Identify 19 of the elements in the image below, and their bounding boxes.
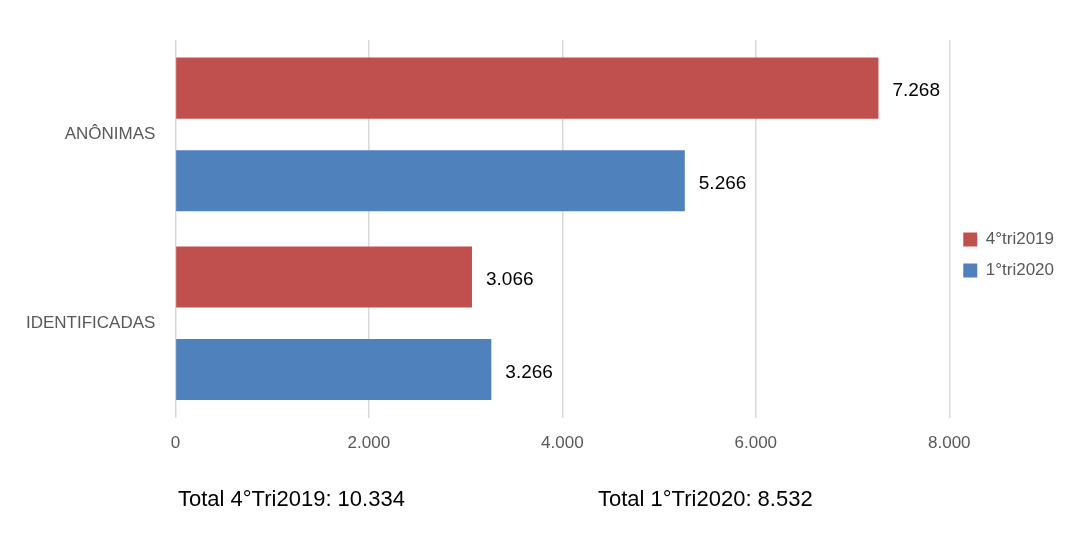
x-tick-label: 2.000 (347, 433, 391, 453)
data-label: 3.266 (505, 360, 553, 382)
x-tick-label: 6.000 (734, 433, 778, 453)
x-tick-label: 0 (170, 433, 181, 453)
x-tick-label: 8.000 (927, 433, 971, 453)
bar (176, 150, 685, 212)
text: Total 1°Tri2020: 8.532 (598, 486, 813, 512)
text: Total 4°Tri2019: 10.334 (178, 486, 405, 512)
y-tick-label: IDENTIFICADAS (25, 312, 156, 332)
legend-label: 1°tri2020 (985, 260, 1054, 280)
bar (176, 338, 492, 400)
data-label: 7.268 (892, 79, 941, 101)
legend-label: 4°tri2019 (985, 229, 1054, 249)
y-tick-label: ANÔNIMAS (64, 124, 156, 144)
data-label: 3.066 (485, 268, 534, 290)
x-tick-label: 4.000 (541, 433, 584, 453)
bar (176, 246, 472, 308)
bar (176, 57, 879, 119)
data-label: 5.266 (698, 171, 747, 193)
